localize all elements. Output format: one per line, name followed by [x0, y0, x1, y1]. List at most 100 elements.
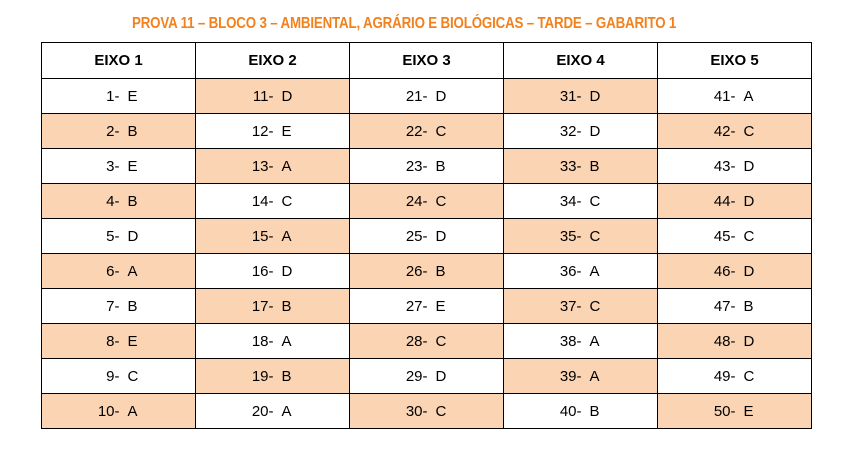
- answer-letter: B: [743, 297, 754, 315]
- answer-key-body: 1- E 11- D 21- D 31- D 41- A 2- B 12- E 22- C 32- D 42- C 3-…: [41, 78, 812, 429]
- question-number: 28-: [405, 332, 428, 350]
- answer-letter: D: [435, 87, 447, 105]
- answer-cell-content: 5- D: [42, 219, 195, 253]
- answer-letter: A: [743, 87, 754, 105]
- answer-cell-content: 42- C: [658, 114, 811, 148]
- answer-cell-content: 25- D: [350, 219, 503, 253]
- question-number: 41-: [713, 87, 736, 105]
- answer-letter: D: [743, 332, 755, 350]
- answer-cell: 29- D: [349, 358, 504, 394]
- answer-cell: 32- D: [503, 113, 658, 149]
- question-number: 32-: [559, 122, 582, 140]
- answer-cell-content: 20- A: [196, 394, 349, 428]
- answer-letter: C: [589, 227, 601, 245]
- question-number: 49-: [713, 367, 736, 385]
- answer-letter: D: [589, 87, 601, 105]
- answer-letter: B: [589, 157, 600, 175]
- question-number: 29-: [405, 367, 428, 385]
- answer-cell: 45- C: [657, 218, 812, 254]
- question-number: 16-: [251, 262, 274, 280]
- answer-letter: D: [743, 192, 755, 210]
- answer-letter: E: [435, 297, 446, 315]
- answer-cell: 20- A: [195, 393, 350, 429]
- answer-cell-content: 35- C: [504, 219, 657, 253]
- answer-cell: 22- C: [349, 113, 504, 149]
- answer-letter: A: [589, 332, 600, 350]
- table-row: 9- C 19- B 29- D 39- A 49- C: [41, 358, 812, 394]
- answer-cell-content: 50- E: [658, 394, 811, 428]
- question-number: 8-: [106, 332, 120, 350]
- answer-letter: C: [127, 367, 139, 385]
- answer-letter: B: [127, 192, 138, 210]
- answer-cell-content: 37- C: [504, 289, 657, 323]
- answer-cell-content: 9- C: [42, 359, 195, 393]
- answer-cell-content: 29- D: [350, 359, 503, 393]
- answer-cell-content: 31- D: [504, 79, 657, 113]
- question-number: 44-: [713, 192, 736, 210]
- answer-cell: 18- A: [195, 323, 350, 359]
- question-number: 22-: [405, 122, 428, 140]
- answer-letter: E: [743, 402, 754, 420]
- answer-cell-content: 28- C: [350, 324, 503, 358]
- column-header-eixo-5: EIXO 5: [657, 42, 812, 79]
- answer-cell: 34- C: [503, 183, 658, 219]
- question-number: 34-: [559, 192, 582, 210]
- answer-cell: 23- B: [349, 148, 504, 184]
- answer-cell: 12- E: [195, 113, 350, 149]
- question-number: 10-: [97, 402, 120, 420]
- answer-cell: 38- A: [503, 323, 658, 359]
- answer-cell: 1- E: [41, 78, 196, 114]
- answer-cell-content: 38- A: [504, 324, 657, 358]
- answer-letter: A: [589, 262, 600, 280]
- table-row: 6- A 16- D 26- B 36- A 46- D: [41, 253, 812, 289]
- answer-cell: 16- D: [195, 253, 350, 289]
- answer-letter: C: [435, 122, 447, 140]
- answer-letter: C: [589, 192, 601, 210]
- answer-cell: 11- D: [195, 78, 350, 114]
- question-number: 40-: [559, 402, 582, 420]
- answer-letter: D: [127, 227, 139, 245]
- answer-letter: E: [127, 157, 138, 175]
- answer-cell: 21- D: [349, 78, 504, 114]
- answer-cell-content: 7- B: [42, 289, 195, 323]
- answer-cell-content: 43- D: [658, 149, 811, 183]
- answer-cell: 49- C: [657, 358, 812, 394]
- answer-letter: C: [743, 122, 755, 140]
- answer-letter: C: [281, 192, 293, 210]
- answer-cell: 9- C: [41, 358, 196, 394]
- table-row: 8- E 18- A 28- C 38- A 48- D: [41, 323, 812, 359]
- question-number: 2-: [106, 122, 120, 140]
- question-number: 37-: [559, 297, 582, 315]
- answer-cell-content: 3- E: [42, 149, 195, 183]
- answer-letter: D: [281, 87, 293, 105]
- question-number: 46-: [713, 262, 736, 280]
- question-number: 23-: [405, 157, 428, 175]
- question-number: 20-: [251, 402, 274, 420]
- question-number: 11-: [252, 87, 274, 105]
- column-header-eixo-1: EIXO 1: [41, 42, 196, 79]
- answer-cell-content: 10- A: [42, 394, 195, 428]
- question-number: 42-: [713, 122, 736, 140]
- question-number: 21-: [405, 87, 428, 105]
- answer-cell: 31- D: [503, 78, 658, 114]
- answer-cell-content: 12- E: [196, 114, 349, 148]
- answer-letter: C: [743, 227, 755, 245]
- answer-cell: 26- B: [349, 253, 504, 289]
- answer-cell-content: 44- D: [658, 184, 811, 218]
- answer-cell-content: 19- B: [196, 359, 349, 393]
- answer-letter: B: [127, 297, 138, 315]
- answer-letter: A: [589, 367, 600, 385]
- question-number: 48-: [713, 332, 736, 350]
- answer-cell-content: 11- D: [196, 79, 349, 113]
- answer-cell: 14- C: [195, 183, 350, 219]
- answer-cell: 4- B: [41, 183, 196, 219]
- answer-cell: 44- D: [657, 183, 812, 219]
- question-number: 31-: [559, 87, 582, 105]
- answer-letter: D: [435, 227, 447, 245]
- answer-letter: C: [589, 297, 601, 315]
- answer-letter: D: [743, 262, 755, 280]
- answer-cell-content: 17- B: [196, 289, 349, 323]
- question-number: 3-: [106, 157, 120, 175]
- question-number: 38-: [559, 332, 582, 350]
- answer-cell: 36- A: [503, 253, 658, 289]
